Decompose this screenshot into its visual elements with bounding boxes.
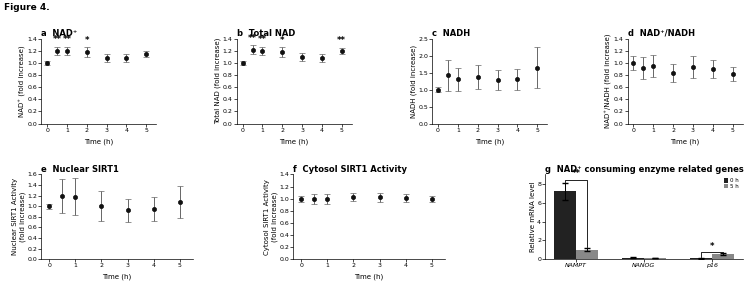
Text: **: ** xyxy=(62,35,71,44)
Text: **: ** xyxy=(572,169,580,178)
Bar xyxy=(622,257,644,259)
Text: a  NAD⁺: a NAD⁺ xyxy=(41,29,77,38)
Y-axis label: NADH (fold increase): NADH (fold increase) xyxy=(410,45,417,118)
Text: *: * xyxy=(710,242,714,251)
Text: b  Total NAD: b Total NAD xyxy=(237,29,295,38)
Y-axis label: NAD⁺/NADH (fold increase): NAD⁺/NADH (fold increase) xyxy=(605,34,612,128)
X-axis label: Time (h): Time (h) xyxy=(103,274,132,280)
Y-axis label: Total NAD (fold increase): Total NAD (fold increase) xyxy=(214,38,221,124)
Bar xyxy=(576,250,598,259)
Text: f  Cytosol SIRT1 Activity: f Cytosol SIRT1 Activity xyxy=(293,165,407,174)
Legend: 0 h, 5 h: 0 h, 5 h xyxy=(723,177,740,190)
Bar xyxy=(644,258,665,259)
Y-axis label: Nuclear SIRT1 Activity
(fold increase): Nuclear SIRT1 Activity (fold increase) xyxy=(12,178,26,255)
Text: *: * xyxy=(280,36,284,45)
X-axis label: Time (h): Time (h) xyxy=(84,138,113,145)
Y-axis label: Relative mRNA level: Relative mRNA level xyxy=(530,181,536,252)
X-axis label: Time (h): Time (h) xyxy=(670,138,700,145)
Text: e  Nuclear SIRT1: e Nuclear SIRT1 xyxy=(41,165,119,174)
Y-axis label: Cytosol SIRT1 Activity
(fold increase): Cytosol SIRT1 Activity (fold increase) xyxy=(264,179,278,255)
Text: d  NAD⁺/NADH: d NAD⁺/NADH xyxy=(628,29,694,38)
X-axis label: Time (h): Time (h) xyxy=(355,274,384,280)
Y-axis label: NAD⁺ (fold increase): NAD⁺ (fold increase) xyxy=(19,45,26,117)
Text: c  NADH: c NADH xyxy=(432,29,470,38)
Text: **: ** xyxy=(258,35,267,44)
Bar xyxy=(690,258,712,259)
Text: g  NAD⁺ consuming enzyme related genes: g NAD⁺ consuming enzyme related genes xyxy=(545,165,744,174)
Text: **: ** xyxy=(338,36,346,45)
Text: Figure 4.: Figure 4. xyxy=(4,3,50,12)
X-axis label: Time (h): Time (h) xyxy=(475,138,504,145)
Bar xyxy=(712,254,734,259)
Text: *: * xyxy=(85,36,89,45)
Bar xyxy=(554,191,576,259)
Text: **: ** xyxy=(53,35,62,44)
Text: **: ** xyxy=(248,34,257,43)
X-axis label: Time (h): Time (h) xyxy=(280,138,309,145)
